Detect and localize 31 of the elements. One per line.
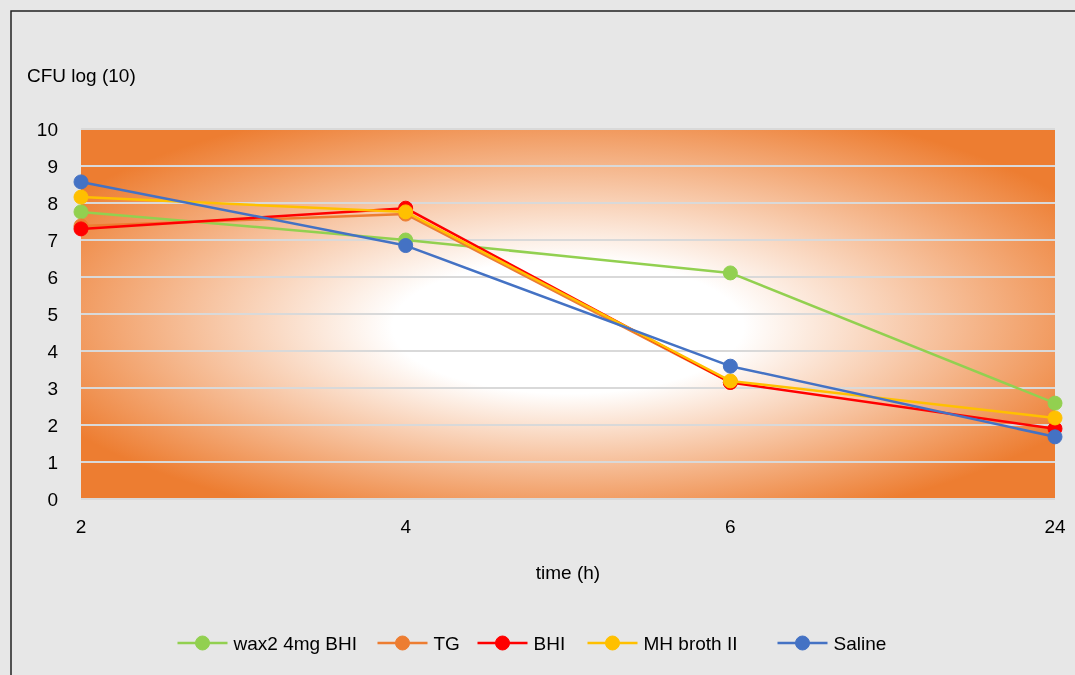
y-tick-label: 2	[47, 414, 58, 436]
y-tick-label: 5	[47, 303, 58, 325]
legend-label: BHI	[533, 632, 566, 654]
point	[73, 204, 89, 220]
y-tick-label: 10	[36, 118, 58, 140]
x-axis-title: time (h)	[535, 562, 601, 583]
y-tick-label: 8	[47, 192, 58, 214]
legend-label: Saline	[833, 632, 887, 654]
point	[722, 265, 738, 281]
x-tick-label: 4	[400, 516, 412, 537]
y-axis-title: CFU log (10)	[27, 65, 136, 86]
point	[73, 189, 89, 205]
y-tick-label: 9	[47, 155, 58, 177]
y-tick-label: 7	[47, 229, 58, 251]
y-tick-label: 4	[47, 340, 59, 362]
point	[398, 238, 414, 254]
legend-label: wax2 4mg BHI	[232, 632, 358, 654]
point	[1047, 429, 1063, 445]
point	[1047, 395, 1063, 411]
x-tick-label: 24	[1044, 516, 1066, 537]
x-tick-label: 2	[75, 516, 87, 537]
point	[73, 174, 89, 190]
y-tick-label: 0	[47, 488, 58, 510]
point	[1047, 410, 1063, 426]
y-tick-label: 3	[47, 377, 58, 399]
y-tick-label: 6	[47, 266, 58, 288]
legend-label: TG	[433, 632, 460, 654]
y-tick-label: 1	[47, 451, 58, 473]
x-tick-label: 6	[725, 516, 736, 537]
legend-label: MH broth II	[643, 632, 738, 654]
point	[722, 358, 738, 374]
